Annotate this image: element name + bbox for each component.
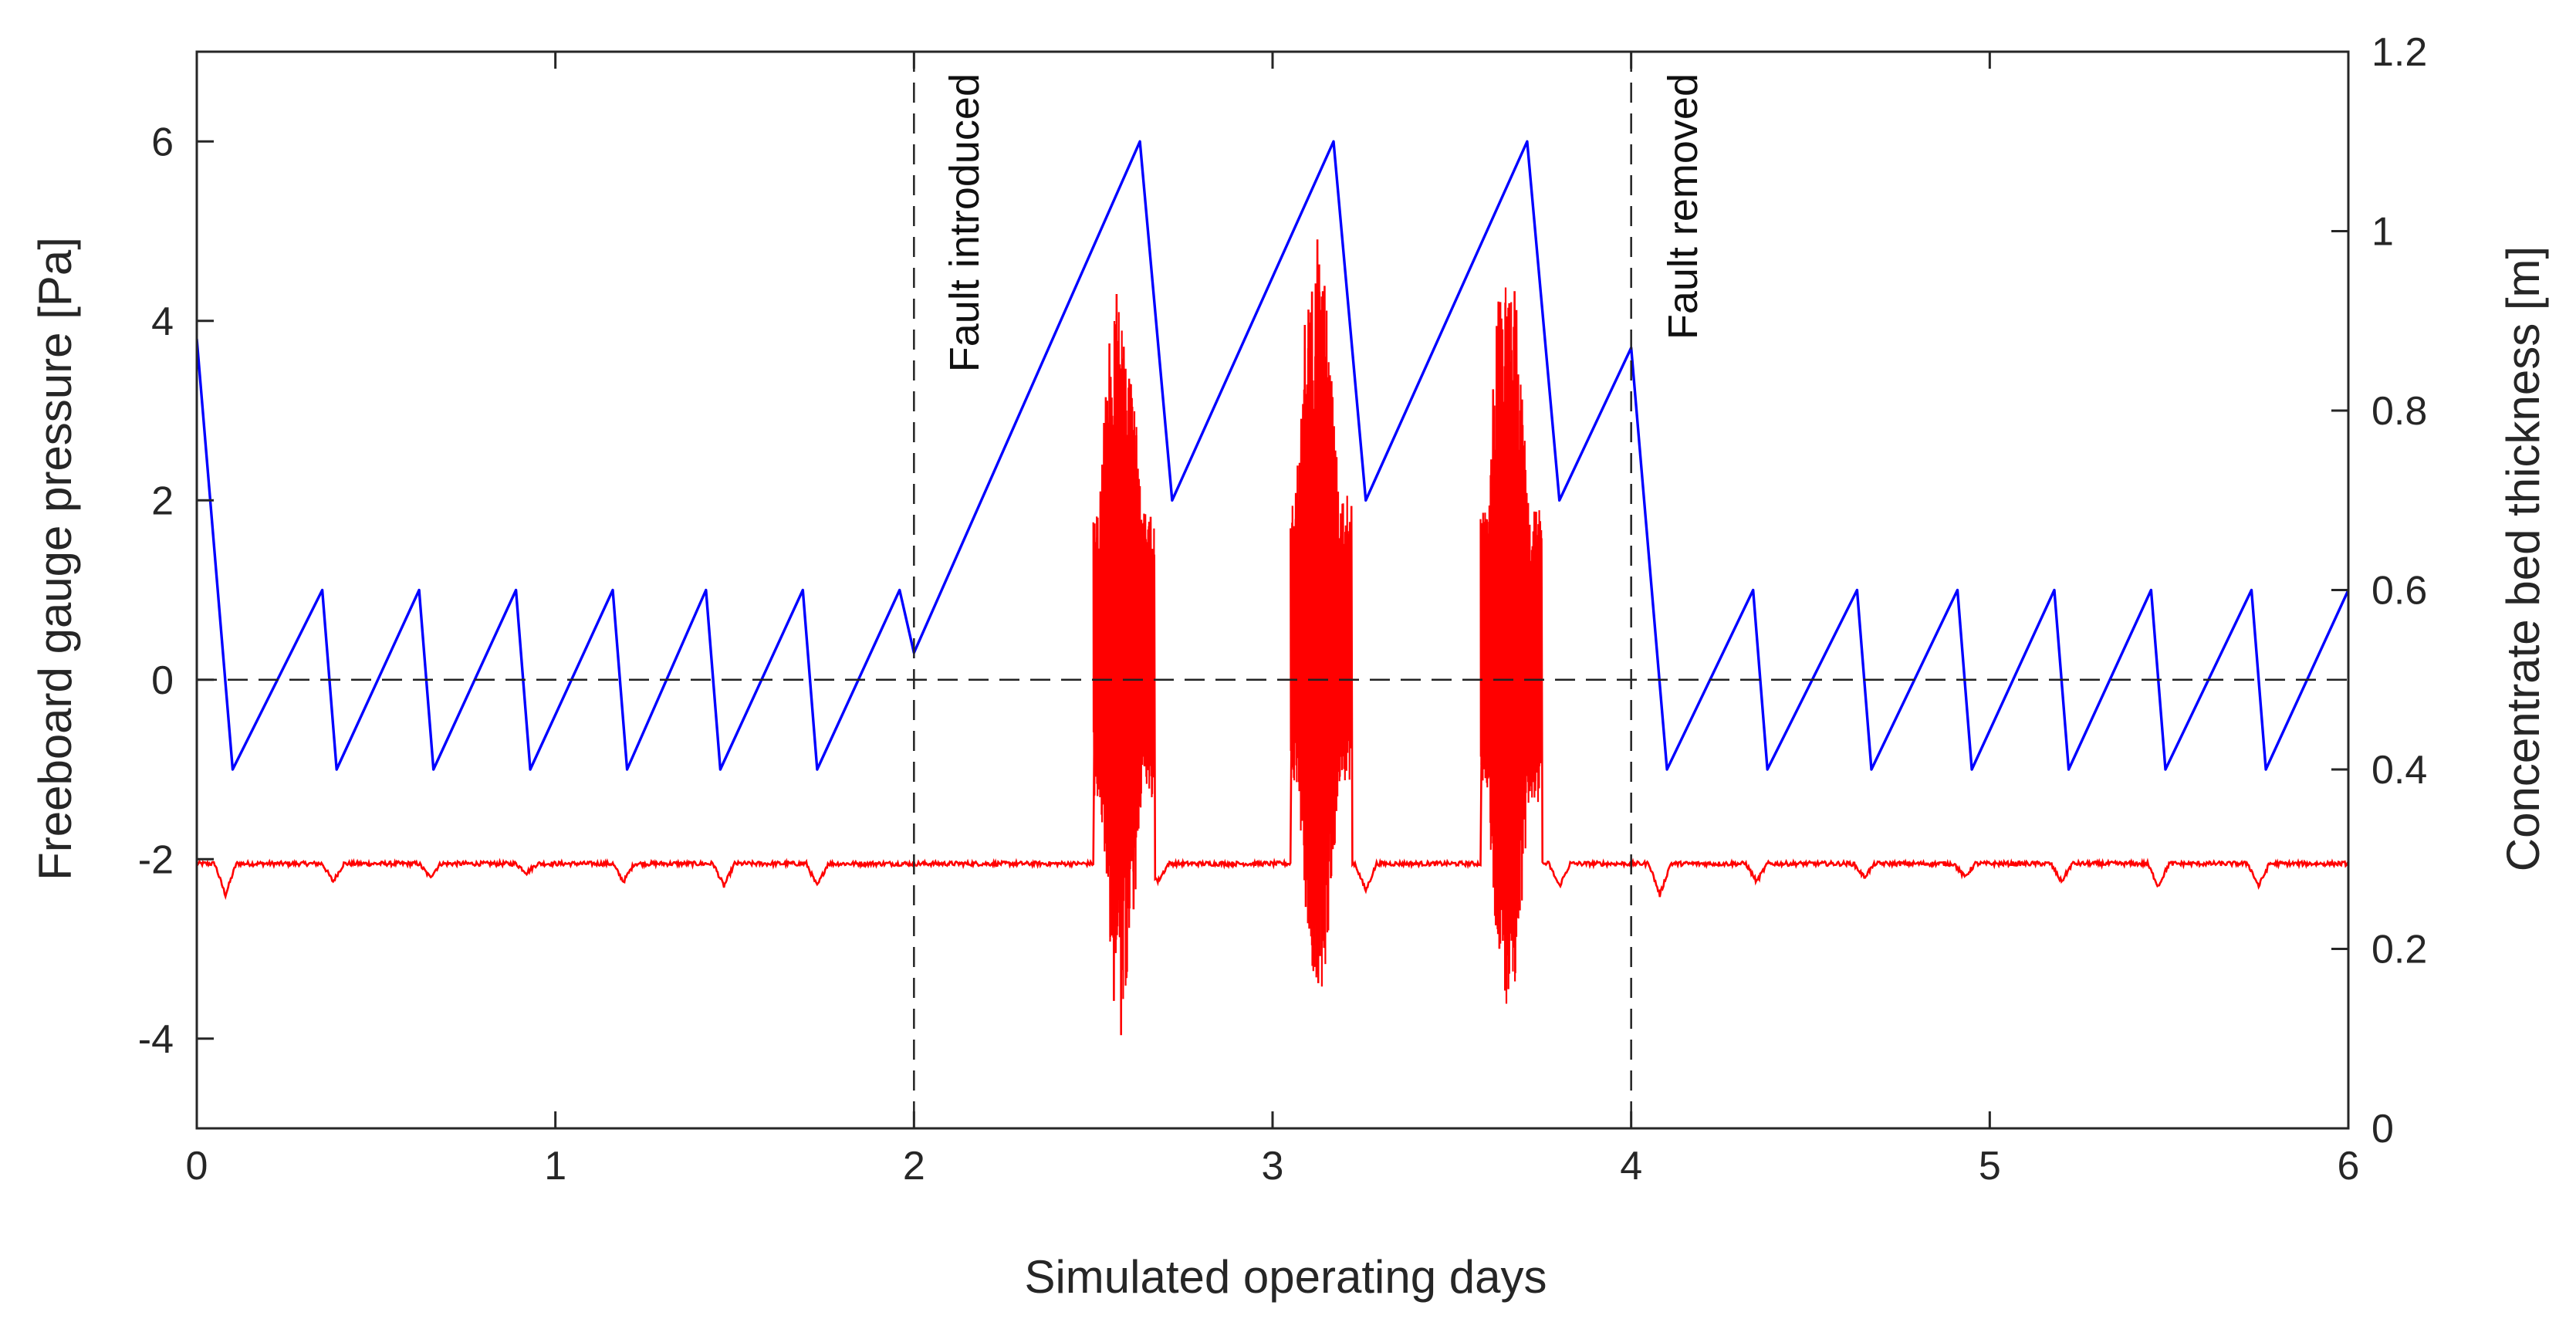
series-freeboard-pressure-burst-2 [1290,282,1352,987]
x-tick-label: 2 [903,1144,925,1189]
y-left-tick-label: -4 [138,1017,174,1062]
series-freeboard-pressure-burst-1 [1092,312,1155,999]
series-freeboard-pressure-line [197,239,2348,1036]
x-axis-title: Simulated operating days [1024,1251,1547,1303]
plot-area [197,140,2348,1036]
y-right-tick-label: 0.2 [2371,928,2427,972]
y-right-tick-label: 0 [2371,1107,2394,1151]
y-left-axis-title: Freeboard gauge pressure [Pa] [29,237,81,881]
reference-lines [197,52,2348,1128]
y-left-tick-label: 6 [151,120,174,164]
y-left-tick-label: 4 [151,299,174,344]
x-tick-label: 4 [1620,1144,1642,1189]
y-left-tick-label: -2 [138,837,174,882]
y-right-tick-label: 0.6 [2371,569,2427,614]
x-tick-label: 5 [1979,1144,2001,1189]
x-tick-label: 3 [1262,1144,1284,1189]
y-right-tick-label: 0.8 [2371,389,2427,434]
x-tick-label: 1 [544,1144,566,1189]
x-tick-label: 6 [2338,1144,2360,1189]
series-bed-thickness-line [197,140,2348,771]
annotation-fault-introduced: Fault introduced [941,73,988,372]
annotation-fault-removed: Fault removed [1660,73,1706,340]
y-right-axis-title: Concentrate bed thickness [m] [2497,246,2549,871]
y-left-tick-label: 2 [151,479,174,523]
y-right-tick-label: 1.2 [2371,30,2427,75]
y-right-tick-label: 1 [2371,210,2394,255]
series-freeboard-pressure-burst-3 [1479,287,1543,1004]
y-right-tick-label: 0.4 [2371,748,2427,793]
y-left-tick-label: 0 [151,658,174,703]
x-tick-label: 0 [186,1144,208,1189]
